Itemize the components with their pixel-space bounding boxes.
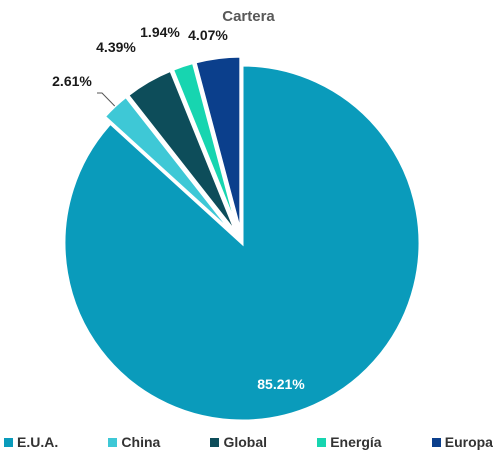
pie-slice-energa[interactable] [170,60,241,236]
legend-label-eua: E.U.A. [17,434,59,450]
legend-item-europa[interactable]: Europa [431,434,493,450]
slice-labels: 85.21% 2.61% 4.39%1.94% 4.07% [52,24,305,392]
legend-swatch-china [108,437,118,447]
slice-label-china: 2.61% [52,73,92,89]
chart-title: Cartera [222,8,275,25]
pie-slice-global[interactable] [125,68,239,237]
slice-label-eua: 85.21% [257,376,305,392]
legend-swatch-global [210,437,220,447]
slice-label-europa: 4.07% [188,27,228,43]
leader-line-china [97,92,116,107]
slice-label-global: 4.39% [96,39,136,55]
chart-legend: E.U.A. China Global Energía Europa [4,434,493,450]
leader-lines [97,92,116,107]
legend-swatch-eua [4,437,13,447]
pie-slices [62,54,422,423]
legend-label-global: Global [223,434,268,450]
pie-slice-eua[interactable] [62,63,422,423]
legend-item-energia[interactable]: Energía [317,434,382,450]
legend-item-eua[interactable]: E.U.A. [4,434,58,450]
legend-swatch-energia [317,437,327,447]
slice-label-energa: 1.94% [140,24,180,40]
legend-item-china[interactable]: China [108,434,160,450]
legend-label-energia: Energía [330,434,382,450]
legend-label-europa: Europa [444,434,493,450]
pie-slice-europa[interactable] [193,54,243,235]
legend-swatch-europa [431,437,441,447]
legend-label-china: China [121,434,161,450]
pie-slice-china[interactable] [102,94,238,238]
legend-item-global[interactable]: Global [210,434,267,450]
